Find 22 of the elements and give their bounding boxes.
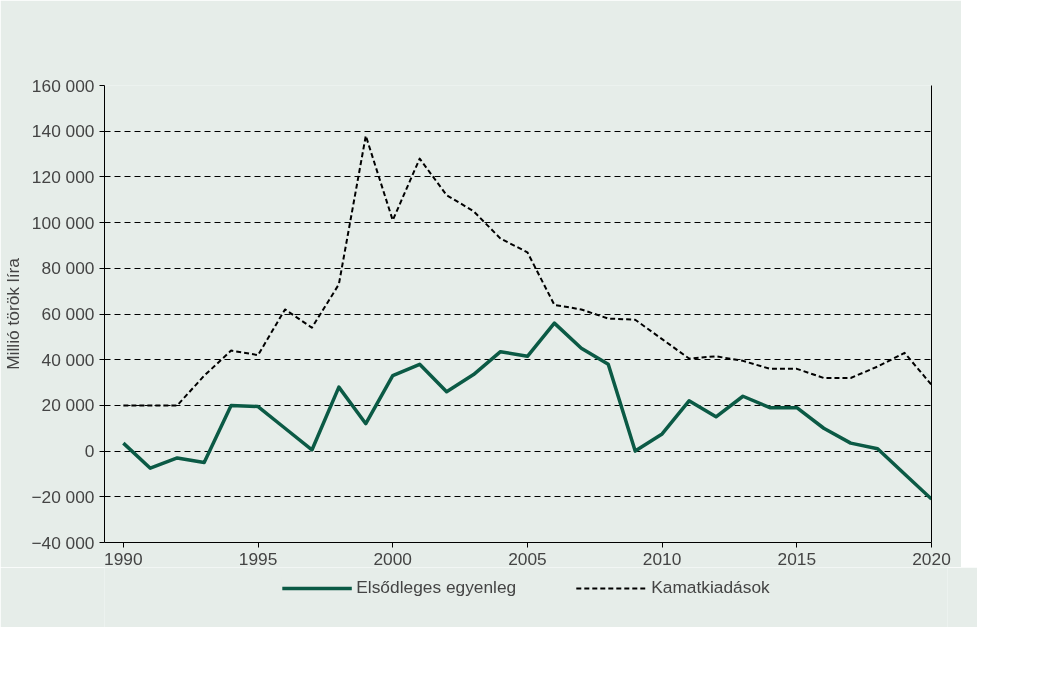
line-series [121,321,932,501]
y-tick-label: 20 000 [41,395,95,416]
y-tick-label: 60 000 [41,304,95,324]
y-tick-label: 0 [84,441,95,462]
y-tick-label: 80 000 [41,258,95,279]
legend-label: Elsődleges egyenleg [356,577,517,598]
y-tick-label: 160 000 [31,75,95,96]
x-tick-label: 2020 [912,548,951,569]
y-tick-label: 40 000 [41,349,95,370]
x-tick-label: 1990 [104,548,143,569]
x-tick-label: 1995 [238,548,278,569]
legend-label: Kamatkiadások [651,577,770,598]
y-tick-label: −40 000 [31,532,95,553]
y-tick-label: 140 000 [31,121,95,142]
x-tick-label: 2005 [508,548,547,569]
x-tick-label: 2015 [777,548,817,569]
x-tick-label: 2000 [373,548,413,569]
y-tick-label: 120 000 [31,166,95,187]
y-tick-label: 100 000 [31,212,95,233]
y-tick-label: −20 000 [31,486,95,507]
x-tick-label: 2010 [642,548,682,569]
y-axis-title: Millió török líra [3,257,24,370]
